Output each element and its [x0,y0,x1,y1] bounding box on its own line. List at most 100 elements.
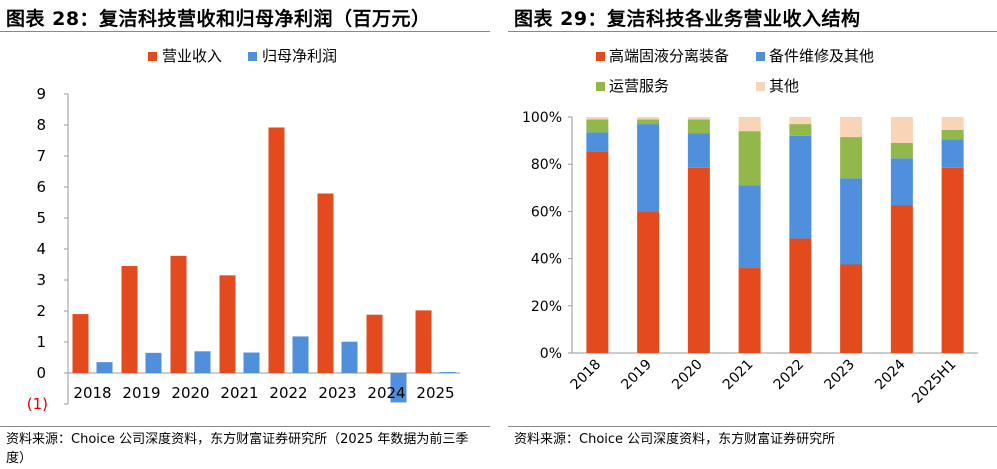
x-tick-label: 2022 [269,384,307,402]
bar-segment-3-2018 [586,119,609,133]
bar-net-profit-2019 [145,352,162,373]
bar-revenue-2021 [219,275,236,373]
legend-label-4: 其他 [769,77,799,95]
bar-net-profit-2025 [439,372,456,374]
bar-revenue-2023 [317,193,334,373]
figure-29-source: 资料来源：Choice 公司深度资料，东方财富证券研究所 [514,432,836,447]
y-tick-label: 3 [36,271,46,289]
bar-segment-3-2022 [789,124,812,136]
bar-segment-2-2018 [586,132,609,152]
legend-label-1: 高端固液分离装备 [609,47,729,65]
bar-segment-2-2020 [687,133,710,168]
legend-swatch-2 [248,52,257,61]
x-tick-label: 2024 [367,384,405,402]
bar-net-profit-2021 [243,352,260,373]
y-tick-label: 40% [531,252,562,268]
y-tick-label: 20% [531,299,562,315]
x-tick-label: 2022 [771,357,808,394]
legend-swatch-4 [756,82,765,91]
y-tick-label: 80% [531,157,562,173]
bar-segment-1-2021 [738,268,761,353]
legend-label-3: 运营服务 [609,77,669,95]
y-tick-label: 60% [531,204,562,220]
bar-net-profit-2020 [194,351,211,373]
bar-net-profit-2022 [292,336,309,373]
x-tick-label: 2018 [73,384,111,402]
bar-segment-1-2018 [586,151,609,353]
title-rule [0,31,490,32]
x-tick-label: 2018 [568,357,605,394]
bar-segment-4-2019 [637,117,660,120]
business-structure-panel: 图表 29：复洁科技各业务营业收入结构 高端固液分离装备 备件维修及其他运营服务 其… [508,0,997,469]
bar-segment-4-2022 [789,117,812,125]
bar-revenue-2018 [72,314,89,373]
source-rule [0,426,490,427]
bar-segment-1-2022 [789,238,812,353]
y-tick-label: 4 [36,240,46,258]
bar-net-profit-2024 [390,373,407,403]
y-tick-label: 9 [36,85,46,103]
bar-segment-2-2019 [637,124,660,212]
bar-segment-2-2023 [840,178,863,265]
legend-swatch-1 [596,52,605,61]
y-tick-label: 1 [36,333,46,351]
bar-revenue-2024 [366,314,383,373]
revenue-profit-chart: 营业收入 归母净利润 (1) 0 1 2 3 4 5 6 7 8 9 2018 2019 2020 2021 20… [27,47,460,413]
bar-segment-3-2021 [738,131,761,186]
bar-segment-3-2019 [637,119,660,125]
bar-revenue-2019 [121,266,138,373]
y-tick-label: 7 [36,147,46,165]
bar-segment-1-2020 [687,167,710,353]
bar-segment-4-2021 [738,117,761,132]
x-tick-label: 2020 [171,384,209,402]
bar-segment-1-2024 [890,205,913,353]
bar-segment-1-2023 [840,264,863,353]
x-tick-label: 2021 [720,357,757,394]
legend-label-2: 归母净利润 [262,47,337,65]
y-tick-label: 5 [36,209,46,227]
y-tick-label: 0% [540,346,562,362]
legend-swatch-3 [596,82,605,91]
bar-segment-2-2022 [789,135,812,239]
bar-segment-4-2018 [586,117,609,120]
bar-revenue-2025 [415,310,432,373]
y-tick-label: (1) [27,395,48,413]
bar-segment-2-2024 [890,158,913,206]
bar-revenue-2022 [268,127,285,373]
y-tick-label: 6 [36,178,46,196]
bar-segment-3-2020 [687,119,710,134]
y-tick-label: 8 [36,116,46,134]
legend-swatch-1 [148,52,157,61]
x-tick-label: 2024 [872,356,909,393]
bar-segment-2-2021 [738,185,761,269]
x-tick-label: 2023 [318,384,356,402]
y-tick-label: 100% [522,110,562,126]
x-tick-label: 2023 [821,357,858,394]
bar-revenue-2020 [170,255,187,373]
x-tick-label: 2021 [220,384,258,402]
x-tick-label: 2025H1 [909,357,959,407]
bar-segment-4-2025H1 [941,117,964,130]
bar-segment-3-2023 [840,137,863,179]
revenue-profit-panel: 图表 28：复洁科技营收和归母净利润（百万元） 营业收入 归母净利润 (1) 0 1 2 3… [0,0,490,469]
y-tick-label: 2 [36,302,46,320]
bar-segment-4-2020 [687,117,710,120]
bar-segment-3-2025H1 [941,129,964,140]
bar-segment-1-2025H1 [941,167,964,353]
source-rule [508,426,997,427]
legend-swatch-2 [756,52,765,61]
bar-segment-4-2024 [890,117,913,143]
legend-label-2: 备件维修及其他 [769,47,874,65]
x-tick-label: 2025 [416,384,454,402]
x-tick-label: 2019 [122,384,160,402]
title-rule [508,31,997,32]
bar-net-profit-2023 [341,341,358,373]
x-tick-label: 2019 [618,357,655,394]
figure-28-title: 图表 28：复洁科技营收和归母净利润（百万元） [6,8,431,30]
bar-segment-3-2024 [890,142,913,159]
figure-28-source: 资料来源：Choice 公司深度资料，东方财富证券研究所（2025 年数据为前三… [6,432,469,466]
x-tick-label: 2020 [669,357,706,394]
figure-29-title: 图表 29：复洁科技各业务营业收入结构 [514,8,861,30]
bar-segment-4-2023 [840,117,863,138]
